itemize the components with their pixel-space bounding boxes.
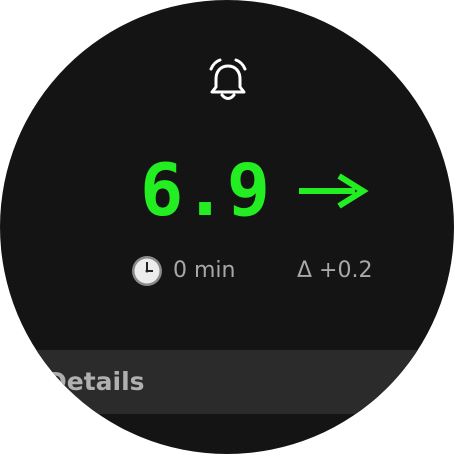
alarm-bell-icon[interactable] [205,57,251,103]
details-button[interactable]: Details [0,350,454,414]
glucose-value: 6.9 [140,148,271,232]
time-since-reading: 0 min [131,255,235,287]
time-ago-text: 0 min [173,258,236,283]
arrow-right-icon [299,173,369,209]
delta-text: Δ +0.2 [297,258,373,283]
details-label: Details [46,367,145,396]
clock-icon [132,256,162,286]
delta-value: Δ +0.2 [297,255,372,287]
